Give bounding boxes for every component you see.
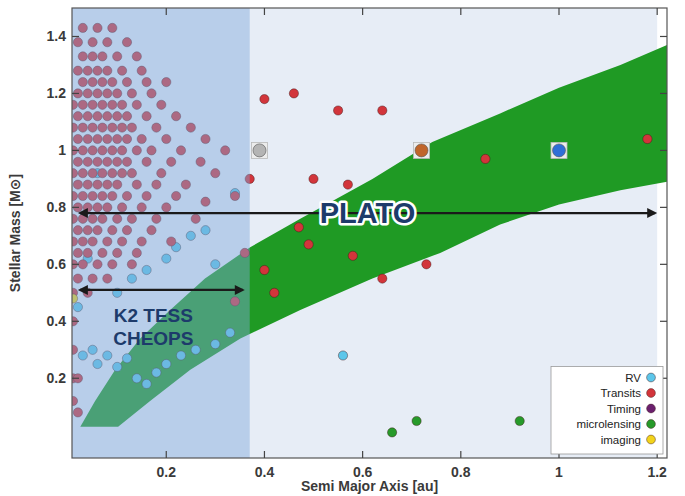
y-tick-label: 0.2 [47, 370, 67, 386]
x-tick-label: 1.2 [647, 464, 667, 480]
x-axis-label: Semi Major Axis [au] [301, 478, 438, 494]
y-tick [72, 264, 79, 265]
data-point [270, 288, 279, 297]
data-point [378, 106, 387, 115]
x-tick [362, 451, 363, 458]
data-point [643, 134, 652, 143]
legend-label: Timing [607, 403, 641, 415]
arrow-line [80, 289, 243, 291]
y-axis-label: Stellar Mass [M⊙] [7, 174, 23, 292]
legend-label: Transits [601, 387, 642, 399]
plot-area [72, 8, 667, 458]
legend-label: microlensing [576, 418, 641, 430]
data-point [378, 274, 387, 283]
planet-icon-frame [252, 142, 268, 158]
plot-frame [72, 8, 667, 458]
series-3 [388, 416, 525, 437]
y-tick-label: 0.8 [47, 199, 67, 215]
data-point [481, 154, 490, 163]
x-tick-top [166, 8, 167, 15]
legend-marker [647, 404, 656, 413]
arrow-head [78, 208, 88, 218]
y-tick-label: 1.4 [47, 28, 67, 44]
y-tick-right [660, 321, 667, 322]
y-tick [72, 321, 79, 322]
y-tick [72, 207, 79, 208]
chart: 0.20.40.60.811.20.20.40.60.811.21.4Semi … [0, 0, 685, 496]
survey-region-overlay [72, 8, 250, 458]
y-tick-right [660, 207, 667, 208]
data-point [260, 95, 269, 104]
data-point [260, 265, 269, 274]
legend-marker [647, 389, 656, 398]
x-tick [166, 451, 167, 458]
data-point [412, 416, 421, 425]
data-point [338, 351, 347, 360]
x-tick-label: 0.2 [157, 464, 177, 480]
planet-icon-frame [551, 142, 567, 158]
y-tick [72, 93, 79, 94]
y-tick-label: 0.6 [47, 256, 67, 272]
legend-marker [647, 420, 656, 429]
data-point [388, 428, 397, 437]
legend-marker [647, 373, 656, 382]
arrow-annotation: K2 TESSCHEOPS [78, 285, 245, 349]
y-tick-right [660, 150, 667, 151]
data-point [289, 89, 298, 98]
data-point [515, 416, 524, 425]
y-tick-right [660, 93, 667, 94]
y-tick-right [660, 36, 667, 37]
x-tick-top [460, 8, 461, 15]
legend-label: imaging [601, 434, 641, 446]
planet-icon-frame [414, 142, 430, 158]
arrow-head [78, 285, 88, 295]
data-point [309, 174, 318, 183]
data-point [294, 223, 303, 232]
y-tick [72, 150, 79, 151]
arrow-head [235, 285, 245, 295]
x-tick-label: 0.8 [451, 464, 471, 480]
legend-marker [647, 435, 656, 444]
y-tick [72, 36, 79, 37]
x-tick [264, 451, 265, 458]
data-point [348, 251, 357, 260]
legend-box [551, 367, 663, 455]
data-point [334, 106, 343, 115]
y-tick [72, 378, 79, 379]
solar-system-planet [253, 144, 266, 157]
y-tick-label: 1 [58, 142, 66, 158]
arrow-label: K2 TESS [114, 305, 193, 326]
y-tick-label: 1.2 [47, 85, 67, 101]
data-point [422, 260, 431, 269]
x-tick-top [657, 8, 658, 15]
x-tick-top [264, 8, 265, 15]
solar-system-planet [415, 144, 428, 157]
arrow-label: CHEOPS [113, 328, 193, 349]
data-point [343, 180, 352, 189]
legend-label: RV [625, 372, 641, 384]
x-tick [460, 451, 461, 458]
y-tick-right [660, 264, 667, 265]
y-tick-label: 0.4 [47, 313, 67, 329]
x-tick-label: 1 [555, 464, 563, 480]
arrow-head [647, 208, 657, 218]
x-tick-top [362, 8, 363, 15]
arrow-label: PLATO [320, 197, 416, 229]
solar-system-planet [553, 144, 566, 157]
data-point [304, 240, 313, 249]
x-tick-top [558, 8, 559, 15]
legend: RV Transits Timing microlensing imaging [551, 367, 663, 455]
x-tick-label: 0.4 [255, 464, 275, 480]
arrow-annotation: PLATO [78, 197, 657, 229]
plot-background [72, 8, 667, 458]
